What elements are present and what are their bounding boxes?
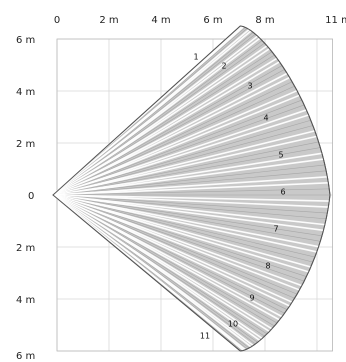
- coverage-outline: [52, 25, 331, 352]
- beam-ray: [52, 48, 270, 196]
- beam-rays: [52, 25, 331, 352]
- beam-ray: [52, 194, 288, 310]
- y-tick-label: 2 m: [16, 243, 35, 254]
- beam-ray: [52, 194, 328, 214]
- beam-ray: [52, 109, 307, 196]
- beam-ray: [52, 152, 323, 196]
- beam-ray: [52, 194, 280, 321]
- beam-ray: [52, 72, 288, 196]
- beam-number: 10: [228, 320, 238, 329]
- beam-ray: [52, 175, 328, 196]
- beam-ray: [52, 194, 290, 307]
- beam-ray: [52, 182, 329, 196]
- beam-ray: [52, 194, 325, 226]
- beam-ray: [52, 194, 252, 348]
- beam-number: 4: [263, 114, 268, 123]
- beam-ray: [52, 194, 327, 220]
- beam-ray: [52, 194, 315, 258]
- beam-ray: [52, 158, 324, 196]
- beam-number: 9: [249, 294, 254, 303]
- beam-ray: [52, 194, 319, 248]
- beam-ray: [52, 61, 280, 196]
- beam-number: 8: [265, 262, 270, 271]
- beam-ray: [52, 194, 278, 324]
- beam-ray: [52, 81, 293, 196]
- y-tick-label: 0: [28, 191, 34, 202]
- beam-ray: [52, 194, 307, 277]
- y-tick-label: 4 m: [16, 87, 35, 98]
- beam-number: 7: [273, 225, 278, 234]
- x-tick-label: 0: [54, 15, 60, 26]
- x-tick-label: 2 m: [99, 15, 118, 26]
- beam-ray: [52, 76, 291, 196]
- beam-ray: [52, 135, 317, 196]
- beam-ray: [52, 89, 298, 196]
- beam-ray: [52, 194, 300, 291]
- beam-numbers: 1 2 3 4 5 6 7 8 9 10 11: [193, 53, 285, 341]
- beam-ray: [52, 30, 252, 196]
- beam-ray: [52, 194, 322, 237]
- beam-ray: [52, 51, 273, 196]
- beam-number: 11: [200, 332, 210, 341]
- y-tick-label: 6 m: [16, 35, 35, 46]
- beam-ray: [52, 194, 312, 268]
- beam-ray: [52, 170, 327, 196]
- beam-ray: [52, 194, 329, 208]
- beam-ray: [52, 194, 268, 335]
- y-tick-label: 6 m: [16, 351, 35, 362]
- beam-ray: [52, 194, 313, 263]
- beam-ray: [52, 188, 330, 196]
- beam-ray: [52, 130, 316, 196]
- beam-ray: [52, 194, 305, 282]
- beam-ray: [52, 65, 283, 196]
- y-tick-label: 4 m: [16, 295, 35, 306]
- beam-ray: [52, 32, 254, 196]
- beam-ray: [52, 194, 303, 287]
- beam-ray: [52, 125, 313, 196]
- beam-ray: [52, 104, 305, 196]
- beam-ray: [52, 94, 300, 196]
- beam-ray: [52, 147, 321, 196]
- beam-ray: [52, 194, 298, 295]
- beam-ray: [52, 194, 330, 202]
- beam-ray: [52, 194, 261, 342]
- beam-ray: [52, 194, 270, 333]
- beam-ray: [52, 40, 263, 196]
- beam-number: 2: [221, 62, 226, 71]
- beam-ray: [52, 194, 321, 242]
- beam-ray: [52, 194, 309, 273]
- beam-ray: [52, 99, 302, 196]
- beam-number: 5: [278, 151, 283, 160]
- beam-ray: [52, 119, 311, 196]
- beam-number: 6: [280, 188, 285, 197]
- x-tick-label: 4 m: [151, 15, 170, 26]
- beam-ray: [52, 194, 324, 232]
- x-tick-label: 8 m: [255, 15, 274, 26]
- beam-ray: [52, 194, 317, 253]
- beam-ray: [52, 164, 325, 196]
- beam-number: 1: [193, 53, 198, 62]
- x-axis-labels: 0 2 m 4 m 6 m 8 m 11 m: [54, 15, 346, 26]
- beam-number: 3: [247, 82, 252, 91]
- beam-ray: [52, 37, 261, 196]
- beam-ray: [52, 114, 309, 196]
- x-tick-label: 6 m: [203, 15, 222, 26]
- beam-ray: [52, 194, 258, 343]
- beam-ray: [52, 141, 319, 196]
- beam-ray: [52, 85, 295, 196]
- y-tick-label: 2 m: [16, 139, 35, 150]
- y-axis-labels: 6 m 4 m 2 m 0 2 m 4 m 6 m: [16, 35, 35, 362]
- x-tick-label: 11 m: [325, 15, 346, 26]
